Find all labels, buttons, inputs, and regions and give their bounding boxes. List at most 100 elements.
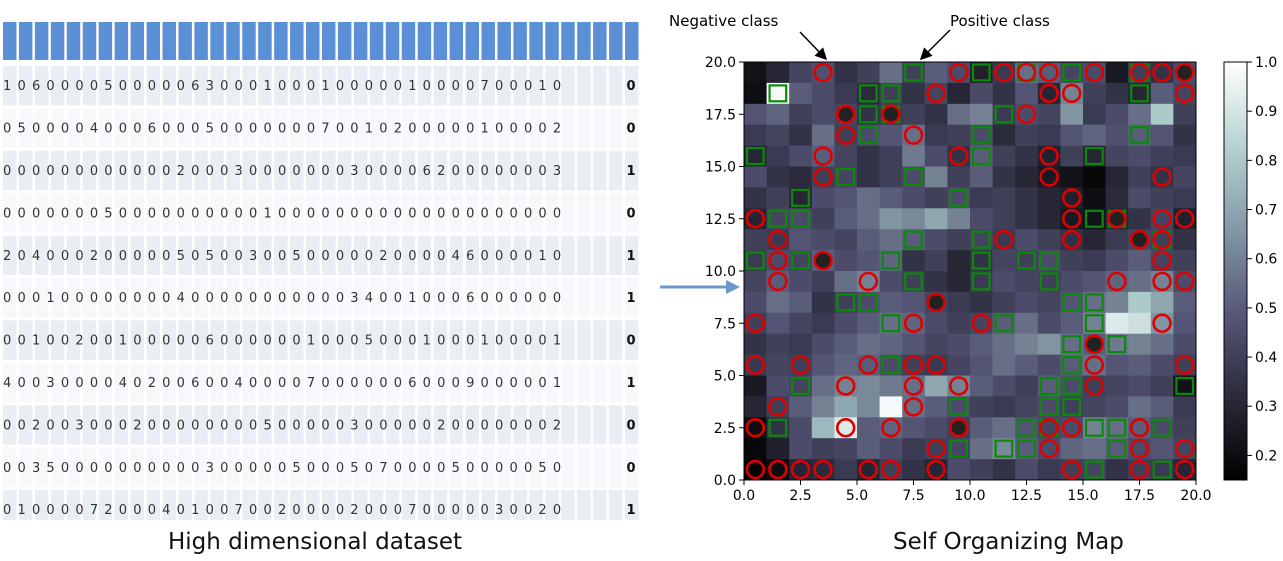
header-cell [497, 22, 511, 60]
data-cell [401, 193, 416, 233]
positive-marker [1017, 251, 1036, 270]
heatmap-cell [947, 396, 971, 418]
data-cell [625, 193, 639, 233]
data-cell [258, 193, 272, 233]
heatmap-cell [1105, 103, 1129, 125]
data-cell [481, 447, 495, 487]
heatmap-cell [811, 124, 835, 146]
data-cell [306, 362, 320, 403]
data-cell [34, 150, 49, 191]
heatmap-cell [834, 459, 858, 481]
row-label: 0 [627, 122, 636, 137]
positive-marker [881, 314, 901, 333]
data-cell [561, 108, 575, 148]
heatmap-cell [811, 375, 835, 397]
data-cell [625, 362, 639, 403]
heatmap-cell [992, 187, 1016, 209]
data-cell [66, 150, 81, 191]
data-cell [146, 362, 160, 403]
heatmap-cell [1105, 124, 1129, 146]
heatmap-cell [992, 354, 1016, 376]
heatmap-cell [744, 124, 767, 146]
negative-marker [835, 417, 856, 438]
data-cell [497, 193, 511, 233]
data-cell [226, 362, 240, 403]
heatmap-cell [1150, 291, 1174, 314]
data-cell [98, 362, 113, 403]
negative-marker [1174, 83, 1195, 104]
heatmap-cell [1128, 166, 1152, 188]
data-cell [3, 490, 17, 520]
heatmap-cell [744, 145, 767, 167]
data-cell [194, 447, 208, 487]
heatmap-cell [970, 187, 993, 209]
positive-marker [791, 376, 810, 395]
data-cell [609, 490, 623, 520]
data-cell [513, 490, 527, 520]
positive-marker [971, 272, 991, 291]
header-cell [66, 22, 81, 60]
data-cell [449, 150, 464, 191]
heatmap-cell [879, 145, 903, 167]
data-cell [290, 405, 304, 445]
heatmap-cell [1128, 375, 1152, 397]
negative-marker [1061, 459, 1082, 480]
data-cell [322, 108, 336, 148]
data-cell [561, 193, 575, 233]
data-cell [162, 320, 176, 360]
data-cell [210, 278, 224, 318]
data-cell [226, 320, 240, 360]
header-cell [34, 22, 49, 60]
data-cell [50, 278, 65, 318]
negative-marker [1174, 459, 1195, 480]
data-cell [577, 447, 591, 487]
data-cell [545, 490, 559, 520]
heatmap-cell [1105, 459, 1129, 481]
data-cell [290, 320, 304, 360]
heatmap-cell [1083, 208, 1106, 230]
heatmap-cell [992, 438, 1016, 460]
heatmap-cell [1128, 82, 1152, 105]
data-cell [162, 235, 176, 275]
x-tick-label: 20.0 [1180, 488, 1211, 504]
data-cell [226, 193, 240, 233]
data-cell [609, 235, 623, 275]
header-cell [545, 22, 559, 60]
negative-marker [768, 229, 788, 250]
data-cell [290, 150, 304, 191]
heatmap-cell [834, 229, 858, 251]
negative-marker [1107, 209, 1127, 229]
negative-marker [1016, 104, 1037, 125]
data-cell [34, 447, 49, 487]
row-features: 000000050000000000100000000000000000000 [3, 206, 567, 221]
heatmap-cell [970, 250, 993, 272]
heatmap-cell [1150, 375, 1174, 397]
negative-marker [1152, 62, 1172, 83]
heatmap-cell [1083, 417, 1106, 439]
heatmap-cell [947, 103, 971, 125]
heatmap-cell [1037, 187, 1061, 209]
negative-marker [971, 313, 992, 333]
heatmap-cell [1150, 438, 1174, 460]
heatmap-cell [789, 291, 813, 314]
data-cell [162, 278, 176, 318]
heatmap-cell [766, 103, 790, 125]
data-cell [18, 66, 33, 106]
data-cell [258, 490, 272, 520]
heatmap-cell [970, 396, 993, 418]
data-cell [66, 320, 81, 360]
data-cell [18, 447, 33, 487]
negative-marker [1152, 250, 1172, 271]
heatmap-cell [834, 145, 858, 167]
heatmap-cell [1128, 271, 1152, 293]
negative-marker [813, 146, 833, 166]
heatmap-cell [902, 166, 926, 188]
data-cell [226, 278, 240, 318]
heatmap-cell [992, 271, 1016, 293]
data-cell [369, 150, 384, 191]
data-cell [258, 278, 272, 318]
positive-marker [1130, 84, 1149, 103]
data-cell [66, 108, 81, 148]
data-cell [401, 108, 416, 148]
heatmap-cell [1105, 145, 1129, 167]
